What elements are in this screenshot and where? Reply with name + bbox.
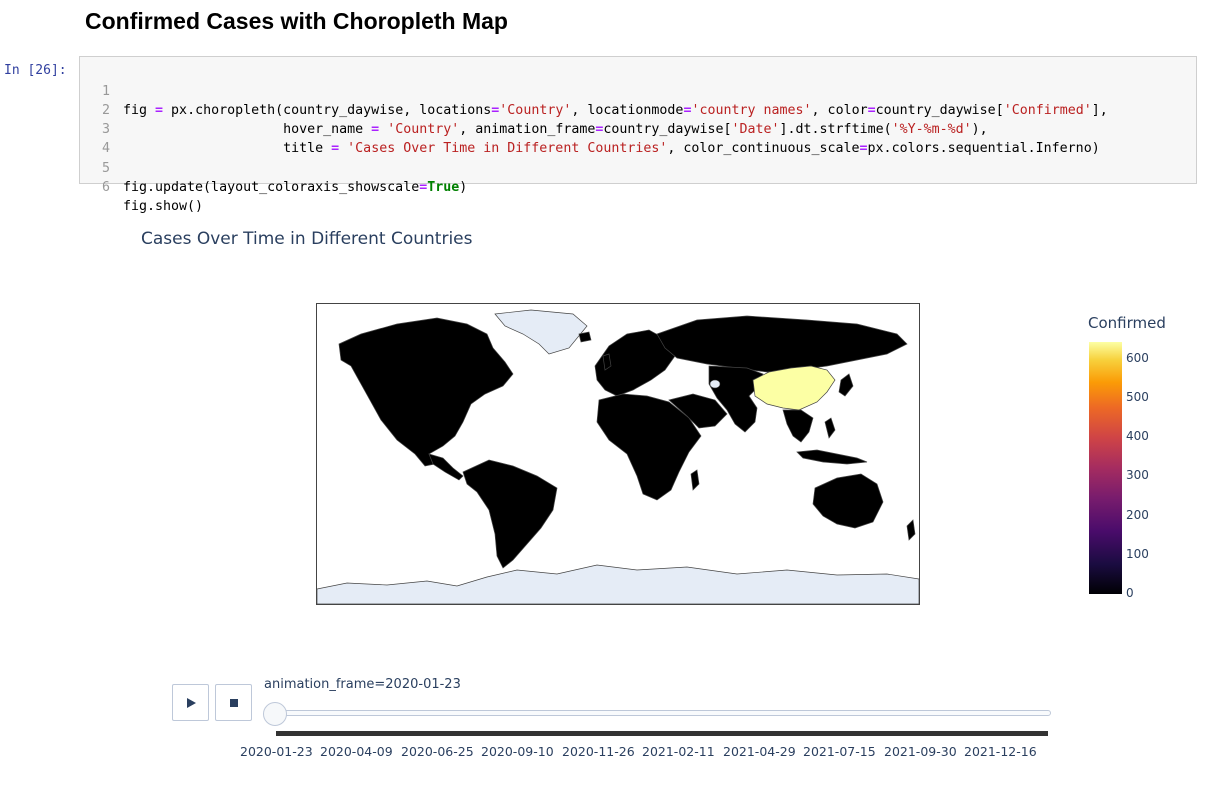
china-shape — [752, 365, 836, 411]
line-number: 1 — [101, 84, 110, 99]
caspian-sea-shape — [709, 379, 721, 389]
indonesia-shape — [796, 449, 868, 465]
code-line-1: 1 fig = px.choropleth(country_daywise, l… — [80, 63, 1108, 118]
slider-tick-label[interactable]: 2020-06-25 — [401, 744, 474, 759]
notebook-heading: Confirmed Cases with Choropleth Map — [85, 8, 508, 34]
australia-shape — [812, 473, 884, 529]
animation-slider-handle[interactable] — [263, 702, 287, 726]
code-line-3: 3 title = 'Cases Over Time in Different … — [80, 101, 1100, 156]
colorbar-title: Confirmed — [1088, 314, 1166, 332]
line-number: 4 — [101, 141, 110, 156]
russia-shape — [656, 315, 908, 373]
philippines-shape — [824, 417, 836, 439]
colorbar-tick: 500 — [1126, 390, 1149, 404]
central-america-shape — [428, 453, 464, 481]
code-line-4: 4 — [80, 120, 112, 156]
play-button[interactable] — [172, 684, 209, 721]
code-line-5: 5 fig.update(layout_coloraxis_showscale=… — [80, 140, 467, 195]
line-number: 5 — [101, 161, 110, 176]
madagascar-shape — [690, 469, 700, 491]
line-number: 6 — [101, 180, 110, 195]
line-number-gutter — [80, 57, 116, 183]
slider-tick-label[interactable]: 2021-04-29 — [723, 744, 796, 759]
animation-slider-rail[interactable] — [271, 710, 1051, 716]
line-number: 2 — [101, 103, 110, 118]
slider-tick-label[interactable]: 2020-11-26 — [562, 744, 635, 759]
animation-frame-label: animation_frame=2020-01-23 — [264, 677, 461, 692]
iceland-shape — [578, 331, 592, 343]
north-america-shape — [338, 317, 514, 467]
colorbar-tick: 600 — [1126, 351, 1149, 365]
southeast-asia-shape — [782, 409, 814, 443]
greenland-shape — [494, 309, 588, 355]
slider-tick-label[interactable]: 2021-02-11 — [642, 744, 715, 759]
japan-shape — [838, 373, 854, 397]
europe-shape — [594, 329, 676, 397]
code-line-6: 6 fig.show() — [80, 159, 203, 214]
slider-tick-label[interactable]: 2020-04-09 — [320, 744, 393, 759]
colorbar-tick: 100 — [1126, 547, 1149, 561]
slider-tick-label[interactable]: 2020-01-23 — [240, 744, 313, 759]
plot-title: Cases Over Time in Different Countries — [141, 229, 473, 249]
new-zealand-shape — [906, 519, 916, 541]
code-cell[interactable]: 1 fig = px.choropleth(country_daywise, l… — [79, 56, 1197, 214]
south-asia-shape — [708, 365, 764, 433]
antarctica-shape — [317, 564, 919, 604]
choropleth-map[interactable] — [316, 303, 920, 605]
line-number: 3 — [101, 122, 110, 137]
colorbar-tick: 400 — [1126, 429, 1149, 443]
slider-tick-label[interactable]: 2021-09-30 — [884, 744, 957, 759]
colorbar-tick: 200 — [1126, 508, 1149, 522]
africa-shape — [596, 393, 702, 501]
slider-tick-label[interactable]: 2021-12-16 — [964, 744, 1037, 759]
world-map[interactable] — [317, 304, 919, 604]
stop-button[interactable] — [215, 684, 252, 721]
play-icon — [187, 698, 196, 708]
colorbar — [1089, 342, 1122, 594]
stop-icon — [230, 699, 238, 707]
colorbar-tick: 300 — [1126, 468, 1149, 482]
cell-prompt: In [26]: — [4, 63, 67, 78]
middle-east-shape — [668, 393, 728, 429]
uk-shape — [602, 353, 612, 371]
slider-tick-label[interactable]: 2021-07-15 — [803, 744, 876, 759]
slider-tick-label[interactable]: 2020-09-10 — [481, 744, 554, 759]
slider-ticks-bar — [276, 731, 1048, 736]
colorbar-tick: 0 — [1126, 586, 1134, 600]
south-america-shape — [462, 459, 558, 569]
code-line-2: 2 hover_name = 'Country', animation_fram… — [80, 82, 988, 137]
